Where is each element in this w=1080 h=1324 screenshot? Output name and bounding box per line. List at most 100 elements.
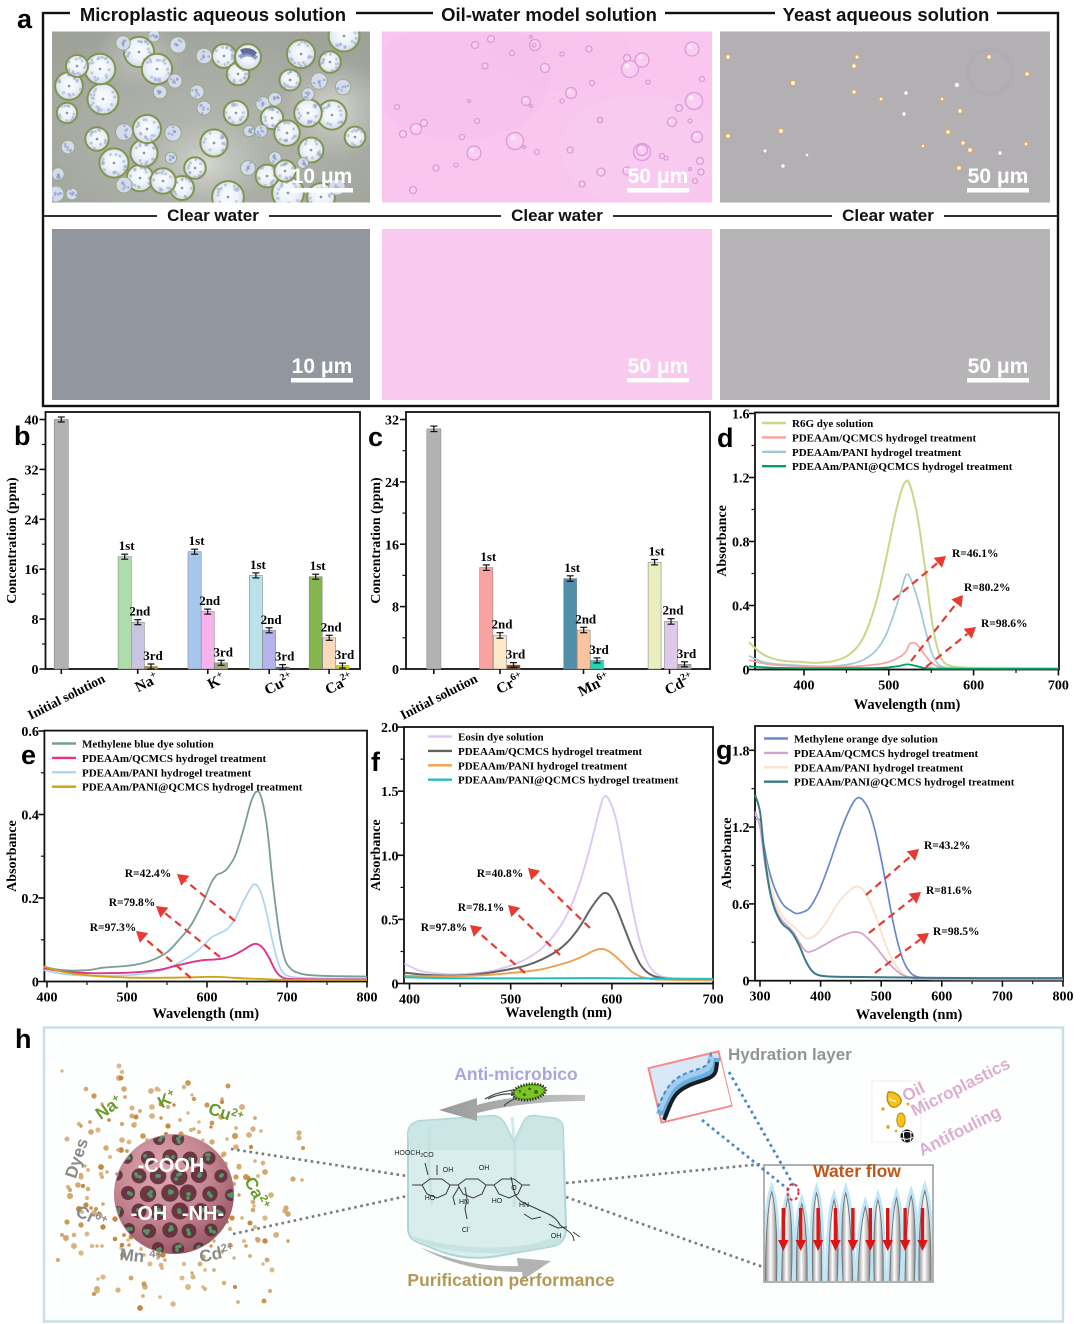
svg-text:HOOCH2CO: HOOCH2CO xyxy=(394,1150,434,1159)
svg-text:3rd: 3rd xyxy=(506,647,526,662)
svg-text:PDEAAm/PANI@QCMCS hydrogel tre: PDEAAm/PANI@QCMCS hydrogel treatment xyxy=(792,461,1013,473)
svg-text:Purification performance: Purification performance xyxy=(407,1270,614,1290)
svg-text:R=98.6%: R=98.6% xyxy=(981,618,1027,630)
svg-text:O: O xyxy=(511,1185,517,1192)
svg-text:Wavelength (nm): Wavelength (nm) xyxy=(505,1005,612,1021)
svg-text:Absorbance: Absorbance xyxy=(715,505,730,577)
svg-text:Hydration layer: Hydration layer xyxy=(728,1045,852,1064)
svg-text:R=98.5%: R=98.5% xyxy=(933,926,979,938)
svg-text:f: f xyxy=(371,747,381,777)
svg-text:400: 400 xyxy=(810,990,831,1005)
svg-text:HN: HN xyxy=(459,1199,469,1206)
svg-text:50 μm: 50 μm xyxy=(628,165,689,188)
svg-text:2nd: 2nd xyxy=(261,612,283,627)
svg-text:R=79.8%: R=79.8% xyxy=(109,897,155,909)
svg-text:500: 500 xyxy=(117,991,138,1006)
svg-text:R=97.8%: R=97.8% xyxy=(421,922,467,934)
svg-text:2nd: 2nd xyxy=(199,593,221,608)
svg-text:Cl-: Cl- xyxy=(462,1225,471,1234)
svg-text:PDEAAm/PANI hydrogel treatment: PDEAAm/PANI hydrogel treatment xyxy=(82,767,252,779)
svg-text:3rd: 3rd xyxy=(275,649,295,664)
svg-text:2nd: 2nd xyxy=(129,604,151,619)
svg-text:Eosin dye solution: Eosin dye solution xyxy=(458,732,544,744)
svg-text:R=81.6%: R=81.6% xyxy=(926,885,972,897)
svg-text:3rd: 3rd xyxy=(589,642,609,657)
svg-text:500: 500 xyxy=(500,993,521,1008)
svg-text:PDEAAm/QCMCS hydrogel treatmen: PDEAAm/QCMCS hydrogel treatment xyxy=(82,753,266,765)
svg-text:R=46.1%: R=46.1% xyxy=(952,548,998,560)
svg-text:600: 600 xyxy=(601,993,622,1008)
svg-text:-OH: -OH xyxy=(131,1203,168,1225)
svg-text:10 μm: 10 μm xyxy=(292,165,353,188)
svg-text:2nd: 2nd xyxy=(492,617,514,632)
svg-text:HO: HO xyxy=(425,1195,436,1202)
svg-text:Water flow: Water flow xyxy=(813,1161,901,1181)
svg-text:0: 0 xyxy=(32,663,39,678)
svg-text:600: 600 xyxy=(197,991,218,1006)
svg-text:h: h xyxy=(15,1024,32,1054)
svg-text:40: 40 xyxy=(25,414,39,429)
svg-text:700: 700 xyxy=(1048,679,1069,694)
svg-text:16: 16 xyxy=(25,563,39,578)
svg-text:32: 32 xyxy=(385,414,399,429)
svg-text:R6G dye solution: R6G dye solution xyxy=(792,418,873,430)
svg-text:0.4: 0.4 xyxy=(732,600,750,615)
svg-text:0: 0 xyxy=(392,978,399,993)
svg-text:OH: OH xyxy=(551,1233,562,1240)
svg-text:400: 400 xyxy=(399,993,420,1008)
svg-text:1.6: 1.6 xyxy=(732,408,750,423)
svg-text:50 μm: 50 μm xyxy=(628,355,689,378)
svg-text:32: 32 xyxy=(25,463,39,478)
svg-text:-COOH: -COOH xyxy=(138,1155,205,1177)
svg-text:0: 0 xyxy=(32,976,39,991)
svg-text:1st: 1st xyxy=(649,543,666,558)
svg-text:R=43.2%: R=43.2% xyxy=(924,840,970,852)
svg-text:R=97.3%: R=97.3% xyxy=(90,922,136,934)
svg-text:0.4: 0.4 xyxy=(21,809,39,824)
svg-text:PDEAAm/PANI hydrogel treatment: PDEAAm/PANI hydrogel treatment xyxy=(792,447,962,459)
svg-text:e: e xyxy=(21,740,36,770)
svg-text:600: 600 xyxy=(963,679,984,694)
svg-text:Microplastic aqueous solution: Microplastic aqueous solution xyxy=(80,4,346,25)
svg-text:Wavelength (nm): Wavelength (nm) xyxy=(152,1006,259,1022)
svg-text:400: 400 xyxy=(794,679,815,694)
svg-text:16: 16 xyxy=(385,538,399,553)
svg-text:0: 0 xyxy=(392,663,399,678)
svg-text:0.6: 0.6 xyxy=(732,898,750,913)
svg-text:24: 24 xyxy=(385,476,399,491)
svg-text:0.8: 0.8 xyxy=(732,536,750,551)
svg-text:500: 500 xyxy=(871,990,892,1005)
svg-text:2nd: 2nd xyxy=(321,619,343,634)
svg-text:Absorbance: Absorbance xyxy=(720,818,735,890)
svg-text:R=40.8%: R=40.8% xyxy=(477,868,523,880)
svg-text:400: 400 xyxy=(37,991,58,1006)
svg-text:R=42.4%: R=42.4% xyxy=(125,868,171,880)
svg-text:700: 700 xyxy=(703,993,724,1008)
svg-text:50 μm: 50 μm xyxy=(968,165,1029,188)
svg-text:1.8: 1.8 xyxy=(732,744,750,759)
svg-text:2nd: 2nd xyxy=(575,611,597,626)
svg-text:Clear water: Clear water xyxy=(842,206,934,225)
svg-text:800: 800 xyxy=(357,991,378,1006)
svg-text:HO: HO xyxy=(492,1198,503,1205)
svg-text:24: 24 xyxy=(25,513,39,528)
svg-text:Wavelength (nm): Wavelength (nm) xyxy=(856,1007,963,1023)
svg-text:3rd: 3rd xyxy=(213,644,233,659)
svg-text:PDEAAm/PANI@QCMCS hydrogel tre: PDEAAm/PANI@QCMCS hydrogel treatment xyxy=(794,777,1015,789)
svg-text:8: 8 xyxy=(32,613,39,628)
svg-text:Concentration (ppm): Concentration (ppm) xyxy=(369,477,384,604)
svg-text:1.5: 1.5 xyxy=(381,785,399,800)
svg-text:b: b xyxy=(14,421,31,451)
svg-text:500: 500 xyxy=(878,679,899,694)
svg-text:PDEAAm/QCMCS hydrogel treatmen: PDEAAm/QCMCS hydrogel treatment xyxy=(458,746,642,758)
svg-text:Clear water: Clear water xyxy=(167,206,259,225)
svg-text:1st: 1st xyxy=(310,558,327,573)
svg-text:1st: 1st xyxy=(119,538,136,553)
svg-text:c: c xyxy=(368,422,383,452)
svg-text:Yeast aqueous solution: Yeast aqueous solution xyxy=(783,4,990,25)
svg-text:g: g xyxy=(716,735,733,765)
svg-text:d: d xyxy=(717,423,734,453)
svg-text:PDEAAm/PANI hydrogel treatment: PDEAAm/PANI hydrogel treatment xyxy=(458,760,628,772)
svg-text:PDEAAm/PANI@QCMCS hydrogel tre: PDEAAm/PANI@QCMCS hydrogel treatment xyxy=(458,775,679,787)
svg-text:PDEAAm/QCMCS hydrogel treatmen: PDEAAm/QCMCS hydrogel treatment xyxy=(794,748,978,760)
